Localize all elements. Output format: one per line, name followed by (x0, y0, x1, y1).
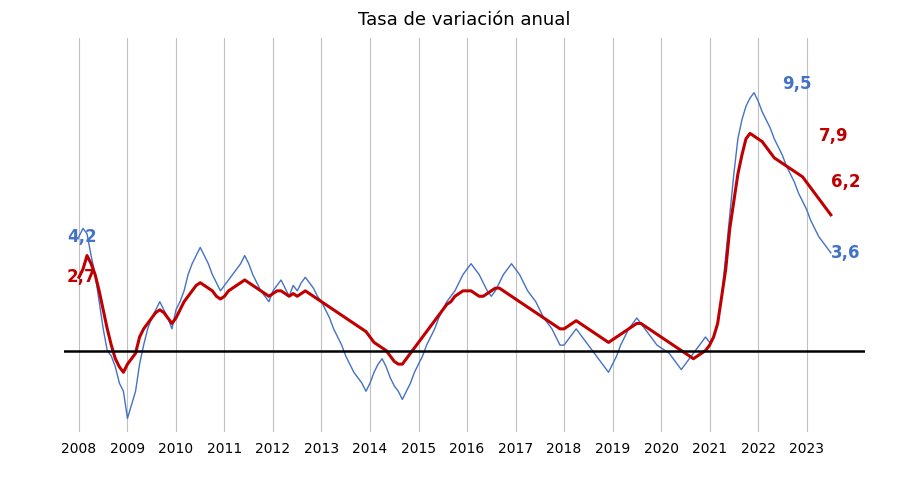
Text: 3,6: 3,6 (830, 244, 859, 262)
Text: 9,5: 9,5 (781, 75, 811, 93)
Title: Tasa de variación anual: Tasa de variación anual (358, 11, 570, 28)
Text: 6,2: 6,2 (830, 173, 859, 191)
Text: 2,7: 2,7 (67, 268, 96, 286)
Text: 7,9: 7,9 (818, 127, 847, 145)
Text: 4,2: 4,2 (67, 228, 96, 246)
